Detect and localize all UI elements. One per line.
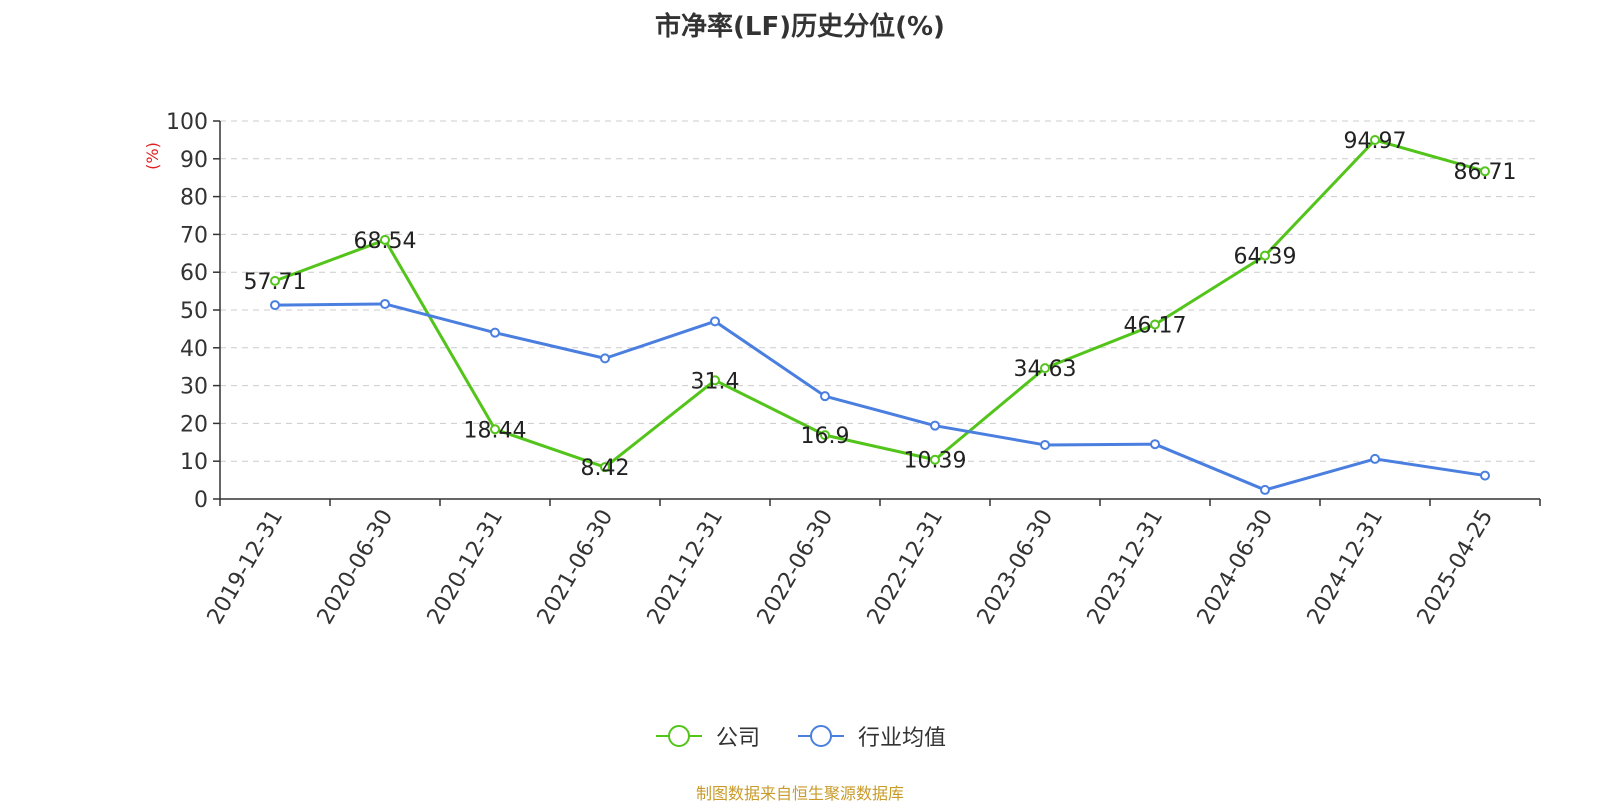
data-labels: 57.71 68.54 18.44 8.42 31.4 16.9 10.39 34.63 46.… (244, 129, 1517, 481)
legend-item-company[interactable]: 公司 (654, 720, 760, 752)
data-label: 64.39 (1234, 245, 1297, 270)
data-point (1040, 439, 1050, 450)
data-label: 94.97 (1344, 129, 1407, 154)
data-point (820, 430, 830, 441)
data-label: 46.17 (1124, 313, 1187, 338)
data-point (490, 327, 500, 338)
data-point (1370, 453, 1380, 464)
data-label: 31.4 (691, 369, 740, 394)
data-label: 57.71 (244, 270, 307, 295)
data-point (1370, 135, 1380, 146)
x-tick-label: 2021-12-31 (643, 506, 729, 629)
legend-label-industry-average: 行业均值 (858, 726, 947, 751)
data-point (1480, 166, 1490, 177)
x-tick-label: 2022-06-30 (753, 506, 839, 629)
y-tick-label: 50 (180, 299, 208, 324)
y-tick-label: 10 (180, 450, 208, 475)
data-point (1260, 484, 1270, 495)
x-tick-label: 2024-12-31 (1303, 506, 1389, 629)
x-tick-label: 2020-06-30 (313, 506, 399, 629)
data-point (380, 234, 390, 245)
y-tick-label: 30 (180, 375, 208, 400)
data-point (270, 275, 280, 286)
data-point (490, 424, 500, 435)
y-tick-label: 80 (180, 186, 208, 211)
data-point (600, 462, 610, 473)
data-point (600, 353, 610, 364)
x-tick-label: 2022-12-31 (863, 506, 949, 629)
source-footnote: 制图数据来自恒生聚源数据库 (695, 784, 904, 803)
x-tick-label: 2023-06-30 (973, 506, 1059, 629)
y-tick-label: 20 (180, 412, 208, 437)
data-label: 8.42 (581, 456, 630, 481)
series-line (274, 302, 1486, 492)
x-tick-label: 2023-12-31 (1083, 506, 1169, 629)
data-label: 34.63 (1014, 357, 1077, 382)
data-point (380, 298, 390, 309)
legend-label-company: 公司 (715, 726, 760, 751)
data-label: 16.9 (801, 424, 850, 449)
y-tick-label: 60 (180, 261, 208, 286)
data-point (710, 375, 720, 386)
data-point (1150, 439, 1160, 450)
y-axis-ticks: 0 10 20 30 40 50 60 70 80 90 100 (166, 110, 220, 513)
data-point (710, 316, 720, 327)
y-tick-label: 0 (194, 488, 208, 513)
x-tick-label: 2020-12-31 (423, 506, 509, 629)
data-label: 10.39 (904, 449, 967, 474)
grid-lines (220, 120, 1540, 462)
data-label: 68.54 (354, 229, 417, 254)
x-tick-label: 2025-04-25 (1413, 506, 1499, 629)
data-label: 86.71 (1454, 160, 1517, 185)
data-point (1150, 319, 1160, 330)
data-point (930, 454, 940, 465)
legend-marker-company (655, 725, 702, 747)
legend: 公司 行业均值 (0, 720, 1600, 752)
y-tick-label: 100 (166, 110, 208, 135)
legend-marker-industry-average (798, 725, 844, 747)
series-line (274, 138, 1486, 469)
y-tick-label: 40 (180, 337, 208, 362)
data-point (930, 420, 940, 431)
y-tick-label: 70 (180, 223, 208, 248)
x-axis-ticks: 2019-12-31 2020-06-30 2020-12-31 2021-06-30… (203, 506, 1499, 629)
data-point (1040, 363, 1050, 374)
data-point (270, 300, 280, 311)
y-axis-label: (%) (143, 142, 162, 170)
data-label: 18.44 (464, 418, 527, 443)
x-tick-label: 2019-12-31 (203, 506, 289, 629)
data-point (1480, 470, 1490, 481)
chart-title: 市净率(LF)历史分位(%) (655, 12, 945, 42)
x-tick-label: 2021-06-30 (533, 506, 619, 629)
data-point (1260, 250, 1270, 261)
x-tick-label: 2024-06-30 (1193, 506, 1279, 629)
data-point (820, 391, 830, 402)
line-chart: 0 10 20 30 40 50 60 70 80 90 100 2019-12-31 2020-06… (143, 110, 1541, 629)
legend-item-industry-average[interactable]: 行业均值 (796, 720, 946, 752)
series-layer (270, 135, 1490, 495)
y-tick-label: 90 (180, 148, 208, 173)
